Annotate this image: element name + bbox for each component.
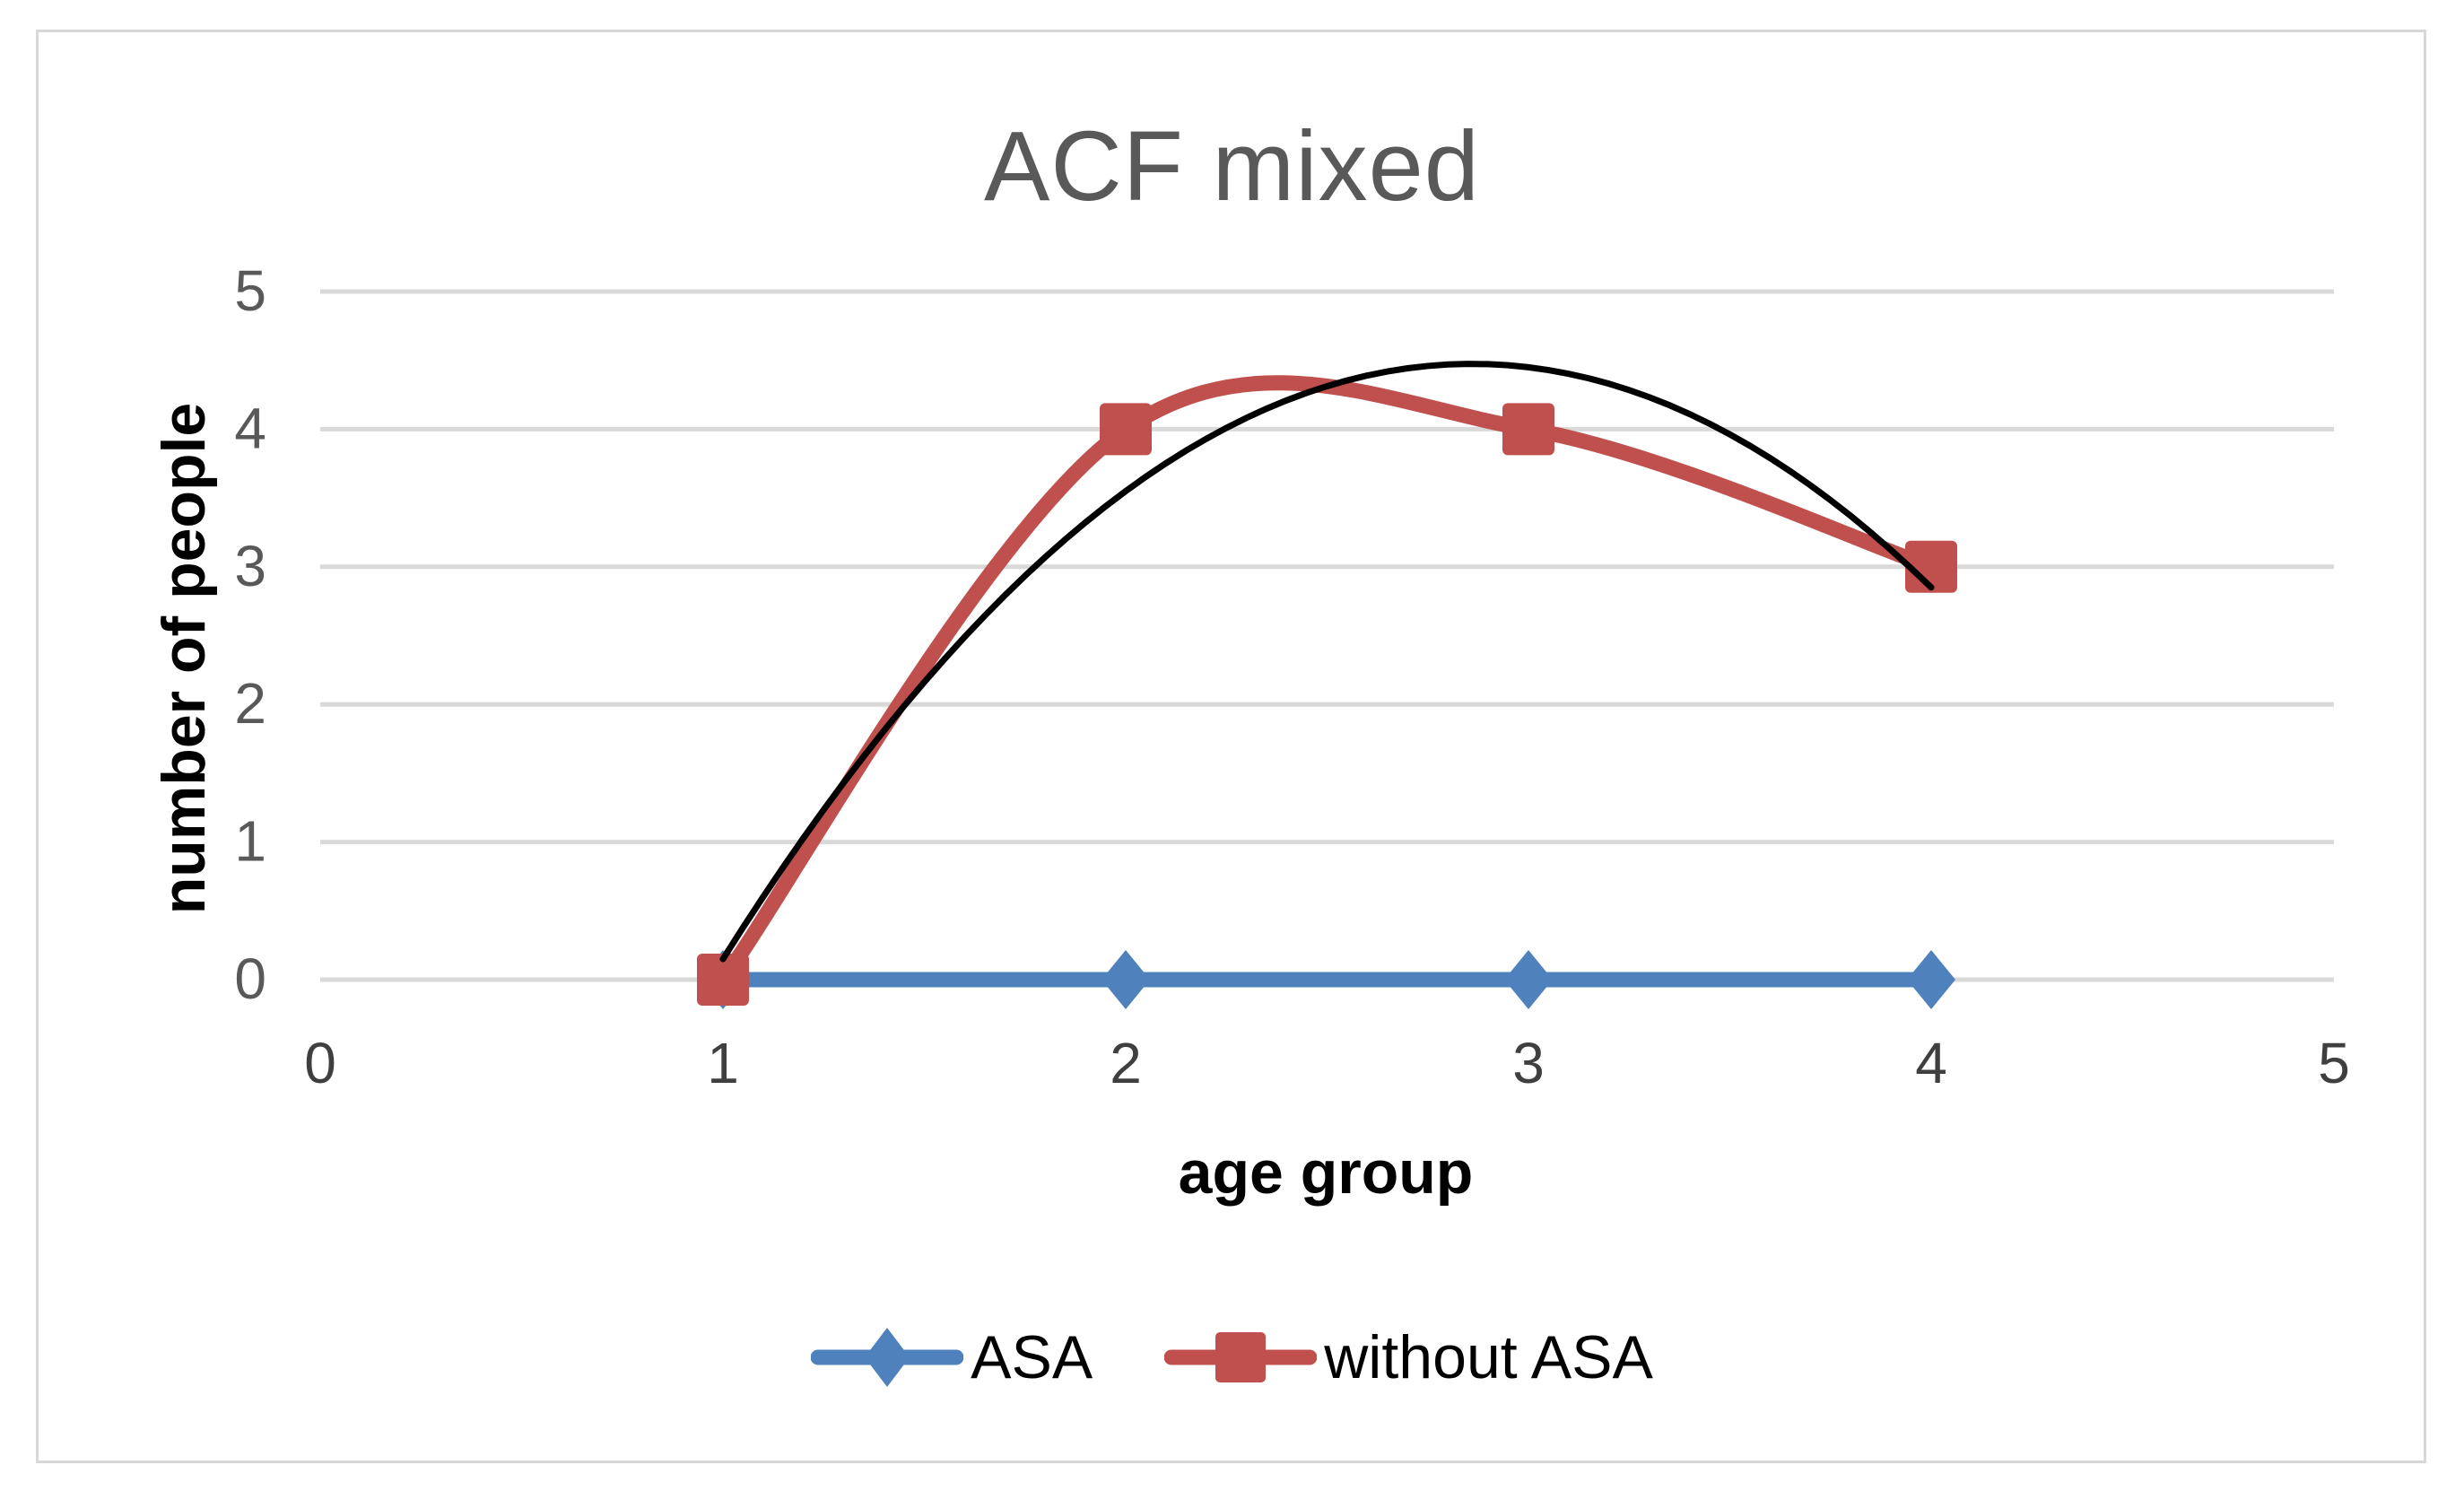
series-line-without-asa <box>715 375 1939 988</box>
marker-without-asa-2 <box>1100 403 1152 456</box>
y-tick-label-5: 5 <box>234 258 266 323</box>
x-tick-label-1: 1 <box>707 1031 739 1095</box>
legend-label-without-asa: without ASA <box>1324 1323 1653 1391</box>
marker-without-asa-4 <box>1905 540 1957 593</box>
x-tick-label-0: 0 <box>304 1031 336 1095</box>
x-tick-label-4: 4 <box>1915 1031 1947 1095</box>
x-tick-label-3: 3 <box>1512 1031 1545 1095</box>
legend: ASA without ASA <box>0 1299 2464 1416</box>
asa-line-diamond-icon <box>810 1304 964 1411</box>
legend-item-asa: ASA <box>810 1304 1093 1411</box>
y-tick-label-4: 4 <box>234 396 266 460</box>
marker-asa-2 <box>1101 950 1150 1009</box>
polynomial-trendline <box>719 361 1935 963</box>
y-tick-label-3: 3 <box>234 534 266 598</box>
chart-area-border <box>36 30 2426 1463</box>
y-tick-label-2: 2 <box>234 671 266 736</box>
y-tick-label-0: 0 <box>234 946 266 1011</box>
legend-label-asa: ASA <box>971 1323 1093 1391</box>
chart-title: ACF mixed <box>984 111 1480 222</box>
without-asa-line-square-icon <box>1163 1304 1318 1411</box>
marker-without-asa-3 <box>1502 403 1554 456</box>
y-axis-title: number of people <box>150 402 218 915</box>
x-tick-label-2: 2 <box>1110 1031 1142 1095</box>
legend-item-without-asa: without ASA <box>1163 1304 1653 1411</box>
marker-asa-3 <box>1504 950 1553 1009</box>
x-tick-label-5: 5 <box>2318 1031 2350 1095</box>
marker-asa-4 <box>1907 950 1955 1009</box>
marker-without-asa-1 <box>697 954 749 1006</box>
x-axis-title: age group <box>1178 1138 1474 1207</box>
y-tick-label-1: 1 <box>234 809 266 874</box>
